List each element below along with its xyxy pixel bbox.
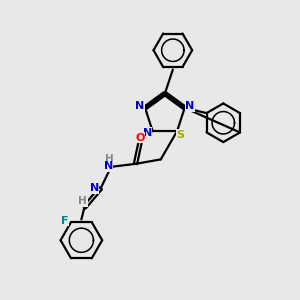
Text: O: O (135, 133, 145, 143)
Text: N: N (103, 161, 113, 171)
Text: F: F (61, 216, 68, 226)
Text: N: N (135, 101, 144, 111)
Text: H: H (79, 196, 87, 206)
Text: N: N (143, 128, 152, 138)
Text: N: N (185, 101, 195, 111)
Text: S: S (177, 130, 185, 140)
Text: N: N (89, 183, 99, 193)
Text: H: H (105, 154, 114, 164)
